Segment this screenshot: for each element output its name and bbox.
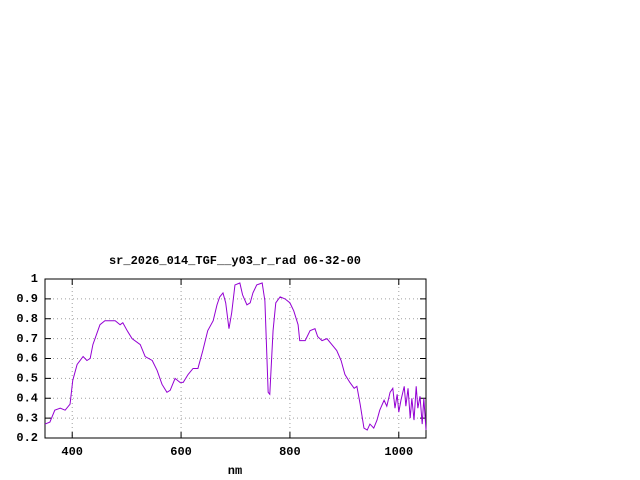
chart-title: sr_2026_014_TGF__y03_r_rad 06-32-00	[109, 254, 361, 268]
plot-border	[44, 278, 427, 439]
data-line	[44, 282, 427, 431]
x-tick-label: 600	[170, 445, 192, 459]
y-tick-label: 0.4	[16, 391, 38, 405]
y-tick-label: 0.5	[16, 372, 38, 386]
x-tick-label: 1000	[384, 445, 413, 459]
y-tick-label: 0.6	[16, 352, 38, 366]
x-axis-label: nm	[228, 464, 242, 478]
x-tick-label: 800	[279, 445, 301, 459]
y-tick-label: 0.7	[16, 332, 38, 346]
y-tick-label: 1	[31, 272, 38, 286]
y-tick-label: 0.3	[16, 411, 38, 425]
y-tick-label: 0.2	[16, 431, 38, 445]
x-tick-label: 400	[61, 445, 83, 459]
y-tick-label: 0.9	[16, 292, 38, 306]
y-tick-label: 0.8	[16, 312, 38, 326]
